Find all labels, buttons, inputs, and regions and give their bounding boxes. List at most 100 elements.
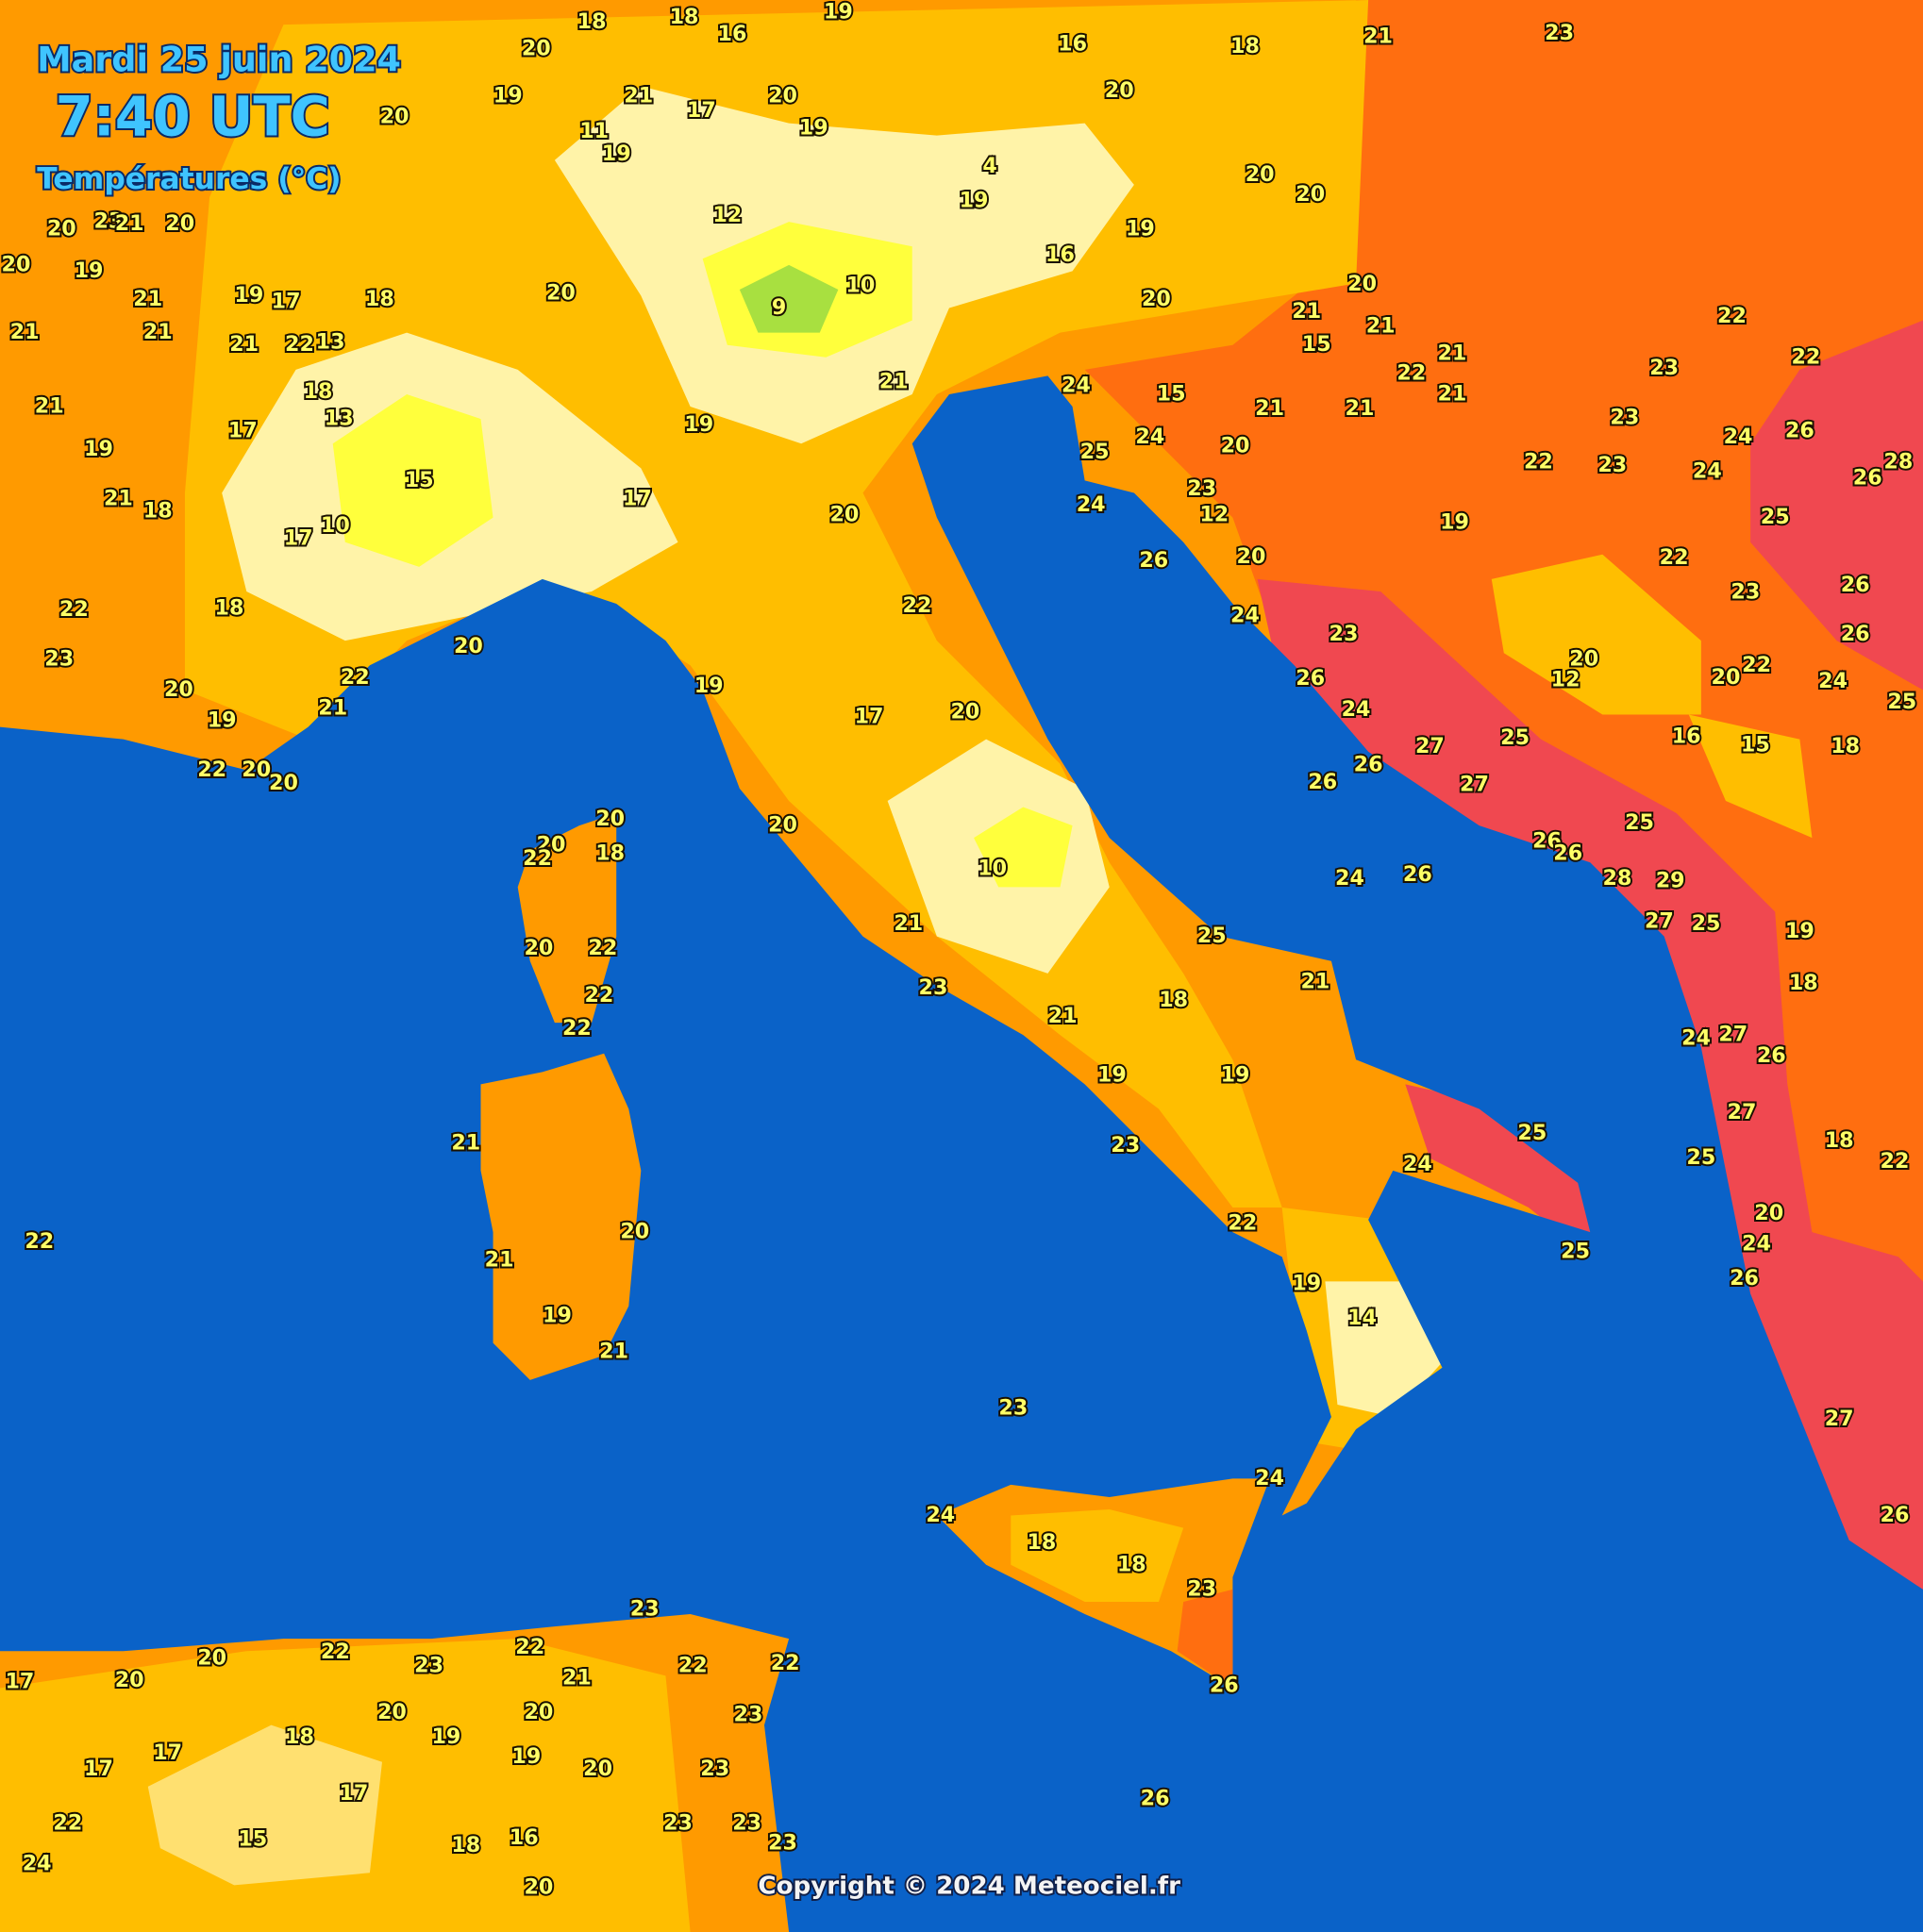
temperature-label: 24 bbox=[926, 1503, 955, 1527]
temperature-label: 23 bbox=[1597, 453, 1627, 477]
temperature-label: 25 bbox=[1197, 924, 1227, 948]
temperature-label: 17 bbox=[228, 419, 258, 443]
temperature-label: 20 bbox=[1237, 544, 1266, 569]
temperature-label: 22 bbox=[285, 332, 314, 357]
temperature-label: 25 bbox=[1887, 690, 1916, 714]
temperature-label: 24 bbox=[1724, 425, 1753, 449]
zone-13-15-central bbox=[974, 807, 1073, 888]
temperature-label: 27 bbox=[1460, 773, 1489, 797]
temperature-label: 21 bbox=[1255, 396, 1284, 421]
temperature-label: 26 bbox=[1296, 666, 1325, 691]
zone-19-21-albania bbox=[1688, 714, 1813, 839]
temperature-label: 22 bbox=[321, 1640, 350, 1664]
temperature-label: 26 bbox=[1308, 770, 1337, 794]
temperature-label: 25 bbox=[1686, 1145, 1715, 1170]
temperature-label: 21 bbox=[1292, 299, 1321, 324]
temperature-label: 15 bbox=[405, 468, 434, 492]
temperature-label: 23 bbox=[1187, 1576, 1216, 1601]
temperature-label: 18 bbox=[577, 9, 607, 34]
temperature-label: 19 bbox=[1221, 1063, 1250, 1088]
temperature-label: 23 bbox=[414, 1653, 443, 1677]
temperature-label: 21 bbox=[1363, 25, 1393, 49]
temperature-label: 19 bbox=[1785, 919, 1814, 943]
temperature-label: 20 bbox=[1754, 1201, 1783, 1225]
temperature-label: 19 bbox=[1292, 1271, 1321, 1295]
temperature-label: 18 bbox=[1825, 1128, 1854, 1153]
temperature-label: 19 bbox=[543, 1303, 572, 1327]
temperature-label: 24 bbox=[1742, 1232, 1771, 1257]
temperature-label: 15 bbox=[1741, 733, 1770, 758]
temperature-label: 24 bbox=[1135, 425, 1164, 449]
temperature-label: 24 bbox=[1255, 1466, 1284, 1491]
temperature-label: 18 bbox=[143, 499, 173, 524]
temperature-label: 20 bbox=[583, 1757, 612, 1781]
temperature-label: 19 bbox=[75, 258, 104, 283]
temperature-label: 21 bbox=[10, 320, 40, 344]
temperature-label: 15 bbox=[238, 1827, 267, 1852]
temperature-label: 21 bbox=[894, 911, 923, 936]
temperature-label: 21 bbox=[1048, 1004, 1078, 1028]
map-time: 7:40 UTC bbox=[56, 86, 330, 149]
temperature-label: 17 bbox=[153, 1740, 182, 1765]
map-date: Mardi 25 juin 2024 bbox=[37, 40, 401, 80]
zone-13-15-france bbox=[332, 393, 493, 567]
temperature-label: 27 bbox=[1415, 734, 1445, 758]
temperature-label: 23 bbox=[768, 1830, 797, 1855]
zone-19-21-bosnia bbox=[1491, 554, 1701, 715]
temperature-label: 20 bbox=[768, 83, 797, 108]
temperature-label: 18 bbox=[1789, 971, 1818, 995]
temperature-label: 26 bbox=[1354, 753, 1383, 777]
temperature-label: 22 bbox=[1660, 545, 1689, 570]
temperature-label: 24 bbox=[23, 1852, 52, 1876]
temperature-label: 23 bbox=[1111, 1133, 1140, 1158]
temperature-label: 24 bbox=[1818, 669, 1848, 693]
temperature-label: 19 bbox=[493, 83, 523, 108]
temperature-label: 10 bbox=[321, 513, 350, 538]
temperature-label: 20 bbox=[829, 502, 859, 526]
temperature-label: 10 bbox=[845, 274, 875, 298]
temperature-label: 20 bbox=[1712, 665, 1741, 690]
temperature-label: 19 bbox=[511, 1744, 541, 1769]
temperature-label: 23 bbox=[1649, 356, 1679, 380]
temperature-label: 21 bbox=[1438, 341, 1467, 365]
temperature-label: 20 bbox=[1142, 287, 1171, 311]
sicily-zone-19-21 bbox=[1011, 1509, 1184, 1602]
temperature-label: 16 bbox=[1058, 32, 1087, 57]
temperature-label: 21 bbox=[1300, 969, 1329, 993]
temperature-label: 24 bbox=[1693, 459, 1722, 484]
temperature-label: 28 bbox=[1603, 866, 1632, 891]
temperature-label: 12 bbox=[1199, 502, 1229, 526]
temperature-label: 24 bbox=[1681, 1026, 1711, 1051]
temperature-label: 20 bbox=[377, 1700, 407, 1724]
temperature-label: 17 bbox=[623, 486, 652, 510]
temperature-label: 29 bbox=[1656, 868, 1685, 892]
temperature-label: 14 bbox=[1347, 1306, 1377, 1330]
temperature-label: 18 bbox=[451, 1833, 480, 1857]
temperature-label: 16 bbox=[1672, 724, 1701, 749]
temperature-label: 23 bbox=[630, 1596, 660, 1621]
zone-26-apulia bbox=[1405, 1084, 1603, 1257]
temperature-label: 27 bbox=[1718, 1023, 1747, 1047]
temperature-label: 21 bbox=[879, 369, 909, 393]
temperature-label: 18 bbox=[1117, 1552, 1146, 1576]
temperature-label: 26 bbox=[1841, 573, 1870, 597]
temperature-label: 13 bbox=[316, 330, 345, 355]
temperature-label: 19 bbox=[234, 283, 263, 308]
temperature-label: 21 bbox=[133, 287, 162, 311]
temperature-label: 26 bbox=[1553, 841, 1582, 866]
temperature-label: 20 bbox=[524, 936, 553, 960]
temperature-label: 19 bbox=[684, 412, 713, 437]
temperature-label: 22 bbox=[1742, 653, 1771, 677]
temperature-label: 26 bbox=[1141, 1786, 1170, 1810]
temperature-label: 12 bbox=[1551, 667, 1580, 691]
temperature-label: 15 bbox=[1302, 332, 1331, 357]
temperature-label: 23 bbox=[663, 1811, 693, 1836]
temperature-label: 20 bbox=[115, 1668, 144, 1692]
temperature-label: 18 bbox=[1831, 734, 1860, 758]
temperature-label: 11 bbox=[579, 119, 609, 143]
temperature-label: 21 bbox=[104, 486, 133, 510]
temperature-label: 23 bbox=[1545, 21, 1574, 45]
temperature-label: 25 bbox=[1761, 505, 1790, 529]
temperature-label: 24 bbox=[1403, 1152, 1432, 1176]
